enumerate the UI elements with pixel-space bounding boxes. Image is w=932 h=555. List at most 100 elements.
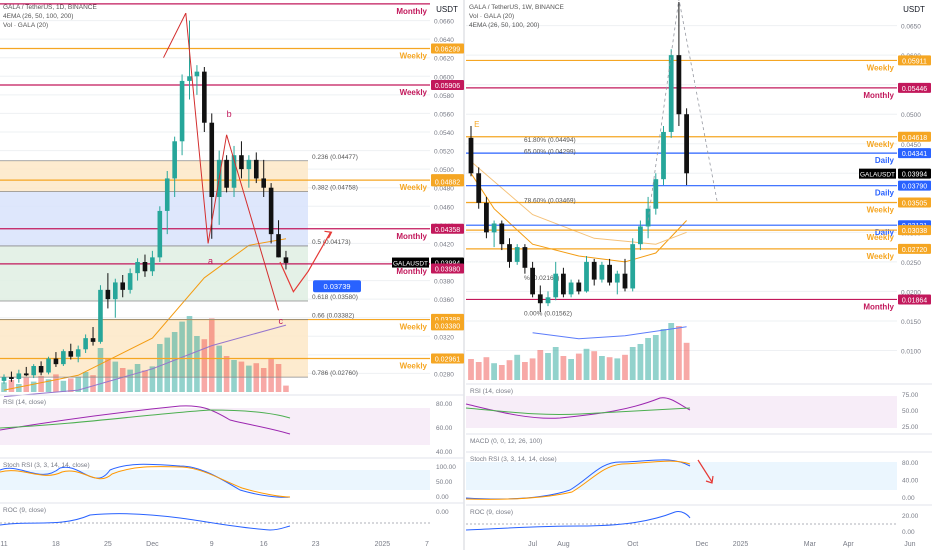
level-label: Weekly: [867, 233, 895, 242]
candle-body: [645, 208, 651, 227]
volume-bar: [506, 360, 513, 380]
candle-body: [476, 173, 482, 203]
candle-body: [224, 159, 229, 188]
candle-body: [75, 349, 81, 357]
volume-bar: [668, 323, 675, 380]
candle-body: [127, 273, 133, 290]
volume-bar: [164, 337, 171, 392]
price-tag-label: 0.03038: [902, 228, 927, 235]
panel-tick: 40.00: [436, 449, 453, 456]
candle-body: [239, 155, 244, 170]
volume-bar: [16, 384, 22, 392]
volume-bar: [599, 356, 605, 380]
level-label: Daily: [875, 156, 895, 165]
volume-bar: [23, 377, 30, 392]
fib-label: 61.80% (0.04494): [524, 137, 576, 144]
y-tick-label: 0.0150: [901, 319, 921, 326]
y-tick-label: 0.0450: [901, 142, 921, 149]
candle-body: [209, 122, 215, 197]
candle-body: [537, 294, 543, 304]
volume-bar: [67, 378, 74, 392]
y-tick-label: 0.0560: [434, 111, 454, 118]
candle-body: [668, 55, 674, 132]
fan-line: [647, 0, 718, 221]
x-tick-label: 7: [425, 541, 429, 548]
volume-bar: [475, 362, 482, 380]
panel-tick: 75.00: [902, 392, 919, 399]
fib-label: 0.5 (0.04173): [312, 239, 351, 246]
volume-bar: [652, 335, 659, 380]
chart-header: GALA / TetherUS, 1W, BINANCE: [469, 4, 565, 11]
candle-body: [468, 137, 474, 174]
price-tag-label: 0.03994: [902, 172, 927, 179]
panel-tick: 50.00: [902, 408, 919, 415]
candle-body: [194, 71, 200, 77]
level-label: Monthly: [863, 91, 894, 100]
price-tag-label: 0.03505: [902, 201, 927, 208]
price-tag: [898, 82, 931, 93]
panel-tick: 0.00: [902, 495, 915, 502]
price-tag: [898, 131, 931, 142]
candle-body: [246, 159, 252, 170]
volume-bar: [105, 358, 111, 392]
stoch-arrowhead: [705, 475, 714, 484]
volume-bar: [606, 357, 613, 380]
symbol-tag-label: GALAUSDT: [860, 172, 895, 179]
y-tick-label: 0.0280: [434, 371, 454, 378]
panel-tick: 0.00: [436, 509, 449, 516]
candle-body: [120, 282, 126, 290]
x-tick-label: Jun: [904, 541, 915, 548]
volume-bar: [491, 363, 497, 380]
volume-bar: [522, 362, 528, 380]
chart-header: Vol · GALA (20): [469, 13, 514, 20]
panel-tick: 50.00: [436, 479, 453, 486]
candle-body: [514, 247, 520, 262]
price-tag: [898, 55, 931, 66]
price-tag: [431, 43, 464, 54]
candle-body: [591, 261, 597, 280]
level-label: Monthly: [863, 302, 894, 311]
candle-body: [545, 297, 551, 304]
y-tick-label: 0.0360: [434, 297, 454, 304]
x-tick-label: Aug: [557, 541, 570, 548]
volume-bar: [134, 364, 141, 392]
candle-body: [68, 351, 74, 357]
candle-body: [576, 282, 582, 292]
candle-body: [253, 159, 259, 179]
level-label: Weekly: [867, 252, 895, 261]
volume-bar: [622, 354, 628, 380]
price-tag: [431, 176, 464, 187]
candle-body: [530, 267, 535, 295]
projection-path: [279, 232, 332, 293]
candle-body: [38, 366, 44, 373]
chart-header: 4EMA (26, 50, 100, 200): [3, 13, 73, 20]
volume-bar: [216, 345, 222, 392]
y-tick-label: 0.0540: [434, 130, 454, 137]
x-tick-label: 25: [104, 541, 112, 548]
fib-zone: [0, 245, 308, 301]
y-tick-label: 0.0660: [434, 19, 454, 26]
volume-bar: [583, 348, 590, 380]
panel-tick: 25.00: [902, 424, 919, 431]
level-label: Monthly: [396, 7, 427, 16]
volume-bar: [223, 356, 230, 392]
candle-body: [53, 358, 59, 365]
panel-tick: 40.00: [902, 478, 919, 485]
volume-bar: [468, 359, 474, 380]
ema-line: [3, 238, 287, 391]
chart-header: Vol · GALA (20): [3, 22, 48, 29]
candle-body: [16, 373, 22, 379]
panel-tick: 0.00: [902, 529, 915, 536]
price-tag-label: 0.05911: [902, 58, 927, 65]
panel-title: Stoch RSI (3, 3, 14, 14, close): [470, 456, 557, 463]
chart-header: GALA / TetherUS, 1D, BINANCE: [3, 4, 97, 11]
volume-bar: [529, 358, 536, 380]
level-label: Weekly: [400, 361, 428, 370]
candle-body: [607, 264, 612, 283]
price-tag-label: 0.04618: [902, 135, 927, 142]
ema-line: [3, 324, 287, 398]
wave-label: a: [208, 256, 213, 266]
volume-bar: [30, 381, 37, 392]
volume-bar: [514, 354, 521, 380]
volume-bar: [127, 369, 133, 392]
